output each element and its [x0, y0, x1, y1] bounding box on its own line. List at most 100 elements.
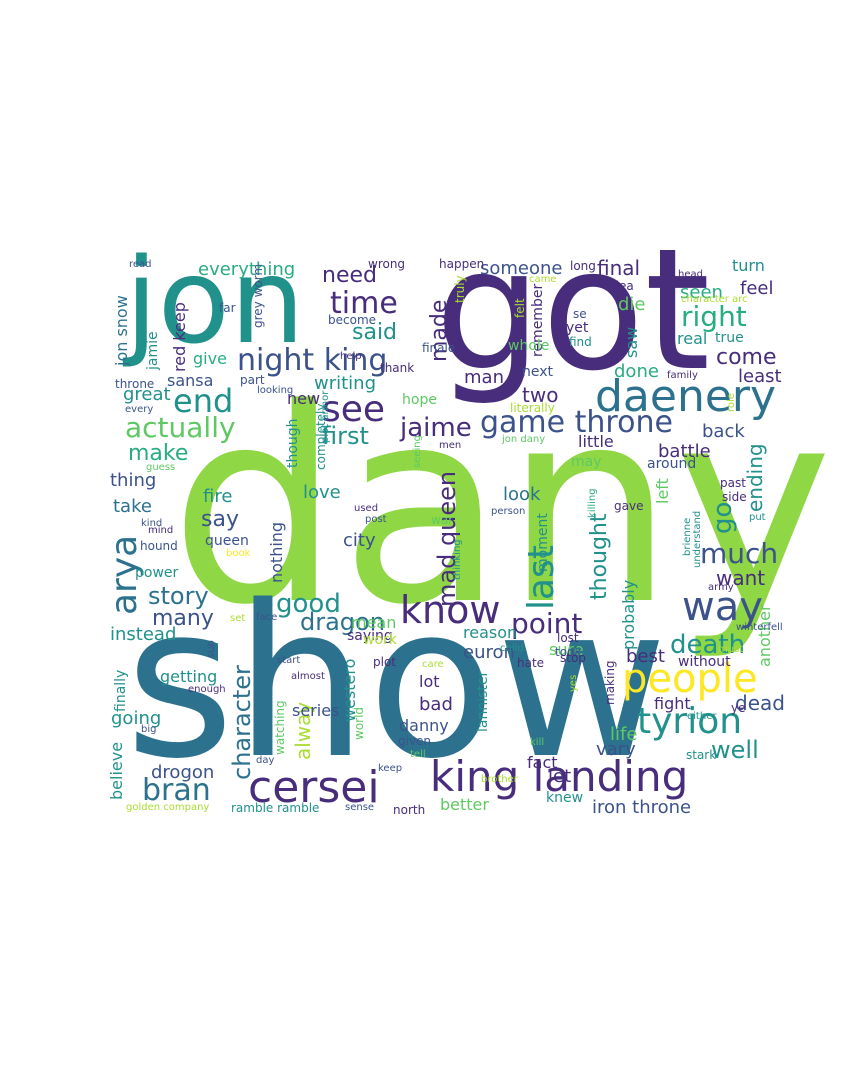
word-need: need: [322, 263, 377, 288]
word-used: used: [354, 503, 378, 514]
word-person: person: [491, 506, 525, 517]
word-killing: killing: [587, 488, 598, 518]
word-going: going: [111, 708, 161, 729]
word-game-throne: game throne: [480, 405, 673, 440]
word-saying: saying: [347, 628, 393, 644]
word-daenery: daenery: [595, 371, 776, 422]
word-face: face: [256, 612, 277, 623]
word-jaime: jaime: [399, 413, 472, 443]
word-jon-snow: jon snow: [112, 295, 131, 367]
word-knew: knew: [546, 790, 583, 806]
word-least: least: [738, 366, 782, 387]
word-finally: finally: [113, 670, 129, 712]
word-came: came: [529, 274, 557, 285]
word-big: big: [141, 724, 156, 735]
word-part: part: [240, 373, 265, 387]
word-night-king: night king: [237, 343, 387, 378]
word-yes: yes: [568, 675, 579, 692]
word-grey-worm: grey worm: [251, 264, 265, 328]
word-mad-queen: mad queen: [433, 471, 461, 607]
word-everything: everything: [198, 259, 295, 280]
word-thought: thought: [587, 513, 612, 600]
word-bad: bad: [419, 694, 453, 715]
word-turn: turn: [732, 256, 765, 275]
word-thing: thing: [110, 470, 156, 491]
word-come: come: [716, 345, 777, 370]
word-literally: literally: [510, 401, 555, 415]
word-story: story: [148, 582, 209, 610]
word-jamie: jamie: [145, 331, 161, 371]
word-child: child: [500, 643, 524, 654]
word-guess: guess: [146, 462, 175, 473]
word-long: long: [570, 259, 596, 273]
word-completely: completely: [314, 404, 328, 471]
word-understand: understand: [692, 511, 703, 568]
word-day: day: [256, 755, 274, 766]
word-series: series: [292, 701, 339, 720]
word-start: start: [277, 655, 300, 666]
word-kind: kind: [141, 518, 162, 529]
word-seeing: seeing: [412, 435, 423, 468]
word-plot: plot: [373, 655, 396, 669]
word-vary: vary: [596, 739, 636, 760]
word-got: got: [435, 212, 710, 408]
word-winterfell: winterfell: [736, 622, 783, 633]
word-right: right: [681, 300, 747, 333]
word-lost: lost: [557, 631, 579, 645]
word-mean: mean: [351, 613, 396, 632]
word-done: done: [614, 361, 659, 382]
word-brother: brother: [481, 774, 519, 785]
word-final: final: [597, 256, 640, 280]
word-want: want: [716, 566, 765, 590]
word-cersei: cersei: [248, 762, 380, 813]
word-without: without: [678, 654, 731, 670]
word-said: said: [352, 320, 397, 345]
word-way: way: [682, 584, 763, 630]
word-sub: sub: [206, 640, 217, 658]
word-look: look: [503, 484, 541, 505]
word-yet: yet: [566, 320, 589, 336]
word-set: set: [230, 613, 245, 624]
word-king-landing: king landing: [430, 752, 688, 801]
word-say: say: [201, 507, 239, 532]
word-people: people: [622, 656, 758, 702]
word-find: find: [569, 335, 592, 349]
word-alway: alway: [291, 702, 315, 760]
word-given: given: [398, 734, 431, 748]
word-battle: battle: [658, 441, 711, 462]
word-took: took: [555, 645, 581, 659]
word-show: show: [125, 560, 668, 805]
word-die: die: [618, 294, 646, 315]
word-ramble-ramble: ramble ramble: [231, 801, 319, 815]
word-tyrion: tyrion: [637, 701, 742, 742]
word-hope: hope: [402, 392, 437, 408]
word-making: making: [603, 660, 617, 705]
word-almost: almost: [291, 671, 325, 682]
word-help: help: [340, 351, 362, 362]
word-family: family: [667, 370, 698, 381]
word-wrong: wrong: [368, 257, 405, 271]
word-finale: finale: [422, 341, 455, 355]
word-happen: happen: [439, 257, 484, 271]
word-men: men: [439, 440, 461, 451]
word-best: best: [626, 646, 665, 667]
word-probably: probably: [619, 580, 638, 650]
word-danny: danny: [399, 716, 449, 735]
word-book: book: [226, 548, 251, 559]
word-war: war: [431, 513, 453, 527]
word-dead: dead: [735, 691, 785, 715]
word-writing: writing: [314, 373, 376, 394]
word-someone: someone: [480, 258, 563, 279]
word-post: post: [365, 514, 387, 525]
word-nothing: nothing: [267, 522, 286, 583]
word-se: se: [573, 307, 587, 321]
word-must: must: [718, 644, 743, 655]
word-enough: enough: [188, 684, 226, 695]
word-made: made: [427, 300, 452, 362]
word-end: end: [173, 382, 233, 420]
word-westero: westero: [340, 659, 359, 722]
word-keep: keep: [378, 763, 402, 774]
word-actually: actually: [125, 411, 236, 444]
word-around: around: [647, 456, 696, 472]
word-instead: instead: [110, 624, 176, 645]
